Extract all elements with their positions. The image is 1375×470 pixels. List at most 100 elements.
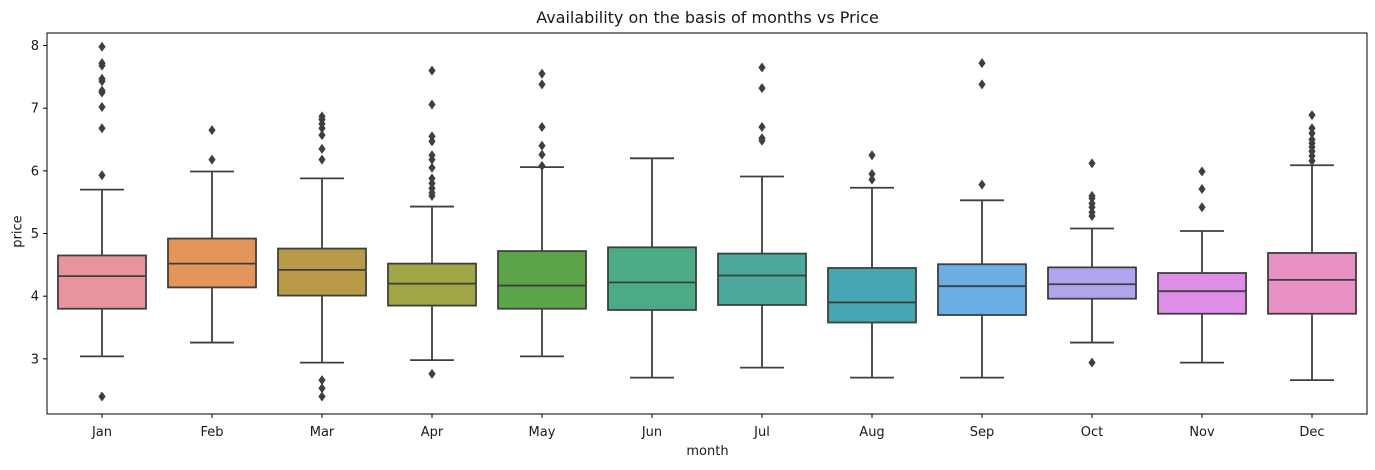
box-iqr [1157, 272, 1247, 315]
box-iqr [387, 262, 477, 307]
outlier-point [98, 41, 106, 52]
x-tick-label: Apr [421, 425, 444, 440]
outlier-point [318, 154, 326, 165]
x-tick-label: Sep [970, 425, 995, 440]
box-group-jun [607, 157, 697, 379]
outlier-point [98, 58, 106, 69]
outlier-point [868, 168, 876, 179]
outlier-point [318, 391, 326, 402]
x-tick-label: Oct [1081, 425, 1103, 440]
x-axis-label: month [686, 444, 729, 459]
outlier-point [538, 68, 546, 79]
outlier-point [98, 170, 106, 181]
outlier-point [208, 154, 216, 165]
outlier-point [208, 125, 216, 136]
outlier-point [1308, 123, 1316, 134]
outlier-point [428, 183, 436, 194]
outlier-point [868, 174, 876, 185]
outlier-point [428, 136, 436, 147]
chart-title: Availability on the basis of months vs P… [536, 8, 879, 27]
outlier-point [98, 101, 106, 112]
outlier-point [538, 79, 546, 90]
outlier-point [98, 123, 106, 134]
box-group-mar [277, 111, 367, 402]
box-group-nov [1157, 166, 1247, 364]
outlier-point [98, 73, 106, 84]
outlier-point [428, 99, 436, 110]
outlier-point [428, 150, 436, 161]
box-iqr [1267, 252, 1357, 315]
x-tick-label: Jan [91, 425, 112, 440]
box-group-oct [1047, 158, 1137, 368]
outlier-point [1308, 134, 1316, 145]
box-group-jul [717, 62, 807, 369]
outlier-point [428, 178, 436, 189]
outlier-point [758, 62, 766, 73]
box-iqr [937, 263, 1027, 316]
y-tick-label: 7 [31, 102, 39, 117]
box-group-feb [167, 125, 257, 344]
outlier-point [538, 149, 546, 160]
outlier-point [428, 65, 436, 76]
outlier-point [868, 150, 876, 161]
x-tick-label: Nov [1189, 425, 1215, 440]
outlier-point [428, 173, 436, 184]
box-group-sep [937, 58, 1027, 379]
outlier-point [318, 130, 326, 141]
x-tick-label: Jul [753, 425, 770, 440]
outlier-point [98, 391, 106, 402]
y-tick-label: 5 [31, 227, 39, 242]
box-iqr [1047, 266, 1137, 300]
outlier-point [318, 111, 326, 122]
boxes-layer [57, 41, 1357, 402]
x-tick-label: Mar [310, 425, 335, 440]
outlier-point [978, 79, 986, 90]
y-tick-label: 4 [31, 290, 39, 305]
outlier-point [1088, 198, 1096, 209]
x-tick-label: Dec [1299, 425, 1324, 440]
box-group-aug [827, 150, 917, 379]
outlier-point [1308, 128, 1316, 139]
outlier-point [428, 368, 436, 379]
outlier-point [758, 83, 766, 94]
plot-frame [46, 32, 1368, 415]
box-iqr [607, 246, 697, 311]
x-tick-label: Aug [859, 425, 884, 440]
outlier-point [1088, 158, 1096, 169]
outlier-point [1308, 110, 1316, 121]
box-group-apr [387, 65, 477, 379]
outlier-point [538, 121, 546, 132]
outlier-point [1198, 166, 1206, 177]
outlier-point [538, 160, 546, 171]
outlier-point [1308, 155, 1316, 166]
outlier-point [1088, 190, 1096, 201]
y-tick-label: 6 [31, 164, 39, 179]
box-iqr [827, 267, 917, 324]
box-iqr [277, 247, 367, 297]
box-group-dec [1267, 110, 1357, 382]
outlier-point [1198, 202, 1206, 213]
box-iqr [717, 252, 807, 306]
outlier-point [98, 85, 106, 96]
box-group-jan [57, 41, 147, 402]
outlier-point [1088, 207, 1096, 218]
y-tick-label: 8 [31, 39, 39, 54]
outlier-point [428, 131, 436, 142]
outlier-point [428, 162, 436, 173]
outlier-point [318, 143, 326, 154]
box-iqr [497, 250, 587, 310]
x-tick-label: May [529, 425, 556, 440]
outlier-point [318, 383, 326, 394]
box-iqr [57, 254, 147, 310]
x-axis: Jan Feb Mar Apr May Jun Jul Aug Sep Oct Nov Dec [91, 414, 1325, 440]
outlier-point [758, 121, 766, 132]
outlier-point [318, 375, 326, 386]
outlier-point [978, 179, 986, 190]
x-tick-label: Feb [200, 425, 223, 440]
outlier-point [1088, 357, 1096, 368]
outlier-point [538, 140, 546, 151]
outlier-point [758, 133, 766, 144]
outlier-point [978, 58, 986, 69]
